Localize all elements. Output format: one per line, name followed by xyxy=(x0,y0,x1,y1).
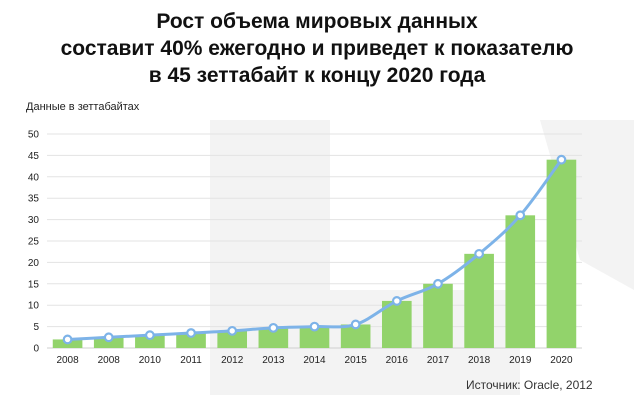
x-tick-label: 2013 xyxy=(262,355,285,366)
title-line-2: составит 40% ежегодно и приведет к показ… xyxy=(60,37,574,60)
bar xyxy=(340,324,371,348)
x-tick-label: 2012 xyxy=(221,355,244,366)
y-tick-label: 5 xyxy=(33,322,39,333)
line-point xyxy=(268,322,279,333)
x-tick-label: 2020 xyxy=(550,355,573,366)
title-line-1: Рост объема мировых данных xyxy=(156,10,478,33)
line-point xyxy=(144,330,155,341)
y-axis-label: Данные в зеттабайтах xyxy=(26,101,140,113)
y-tick-label: 45 xyxy=(28,151,40,162)
line-point xyxy=(474,248,485,259)
y-tick-label: 50 xyxy=(28,130,40,141)
bar xyxy=(423,283,453,348)
y-tick-label: 0 xyxy=(33,344,39,355)
y-tick-label: 25 xyxy=(28,237,40,248)
x-tick-label: 2008 xyxy=(98,355,121,366)
chart-title: Рост объема мировых данных составит 40% … xyxy=(0,8,634,89)
x-tick-label: 2011 xyxy=(180,355,202,366)
x-tick-label: 2010 xyxy=(139,355,162,366)
line-point xyxy=(391,296,402,306)
bar xyxy=(135,335,165,348)
line-point xyxy=(62,334,73,345)
y-tick-label: 30 xyxy=(28,215,40,226)
x-tick-label: 2015 xyxy=(345,355,368,366)
line-point xyxy=(556,154,567,165)
source-note: Источник: Oracle, 2012 xyxy=(466,378,593,392)
y-tick-label: 40 xyxy=(28,172,40,183)
line-point xyxy=(515,210,526,221)
x-tick-label: 2008 xyxy=(56,355,79,366)
x-tick-label: 2019 xyxy=(509,355,532,366)
x-tick-label: 2014 xyxy=(303,355,326,366)
line-point xyxy=(103,332,114,343)
title-line-3: в 45 зеттабайт к концу 2020 года xyxy=(148,64,486,87)
y-tick-label: 20 xyxy=(28,258,40,269)
trend-line xyxy=(62,154,567,345)
y-tick-label: 10 xyxy=(28,301,40,312)
bar xyxy=(258,328,289,348)
y-ticks: 0 5 10 15 20 25 30 35 40 45 50 xyxy=(28,130,40,355)
line-point xyxy=(309,321,320,332)
x-tick-label: 2017 xyxy=(427,355,450,366)
bar xyxy=(464,253,494,348)
bar xyxy=(93,337,124,348)
bar xyxy=(381,300,412,348)
x-tick-label: 2018 xyxy=(468,355,491,366)
bar xyxy=(217,330,248,348)
line-point xyxy=(433,278,443,289)
line-point xyxy=(350,319,361,330)
bar xyxy=(505,215,536,348)
bars xyxy=(52,159,577,348)
line-point xyxy=(227,325,238,336)
x-tick-label: 2016 xyxy=(386,355,409,366)
bar xyxy=(176,333,206,348)
y-tick-label: 15 xyxy=(28,279,40,290)
y-tick-label: 35 xyxy=(28,194,40,205)
bar xyxy=(299,326,330,348)
line-point xyxy=(186,328,196,338)
x-ticks: 2008 2008 2010 2011 2012 2013 2014 2015 2016 2017… xyxy=(56,355,573,366)
bar xyxy=(546,159,577,348)
